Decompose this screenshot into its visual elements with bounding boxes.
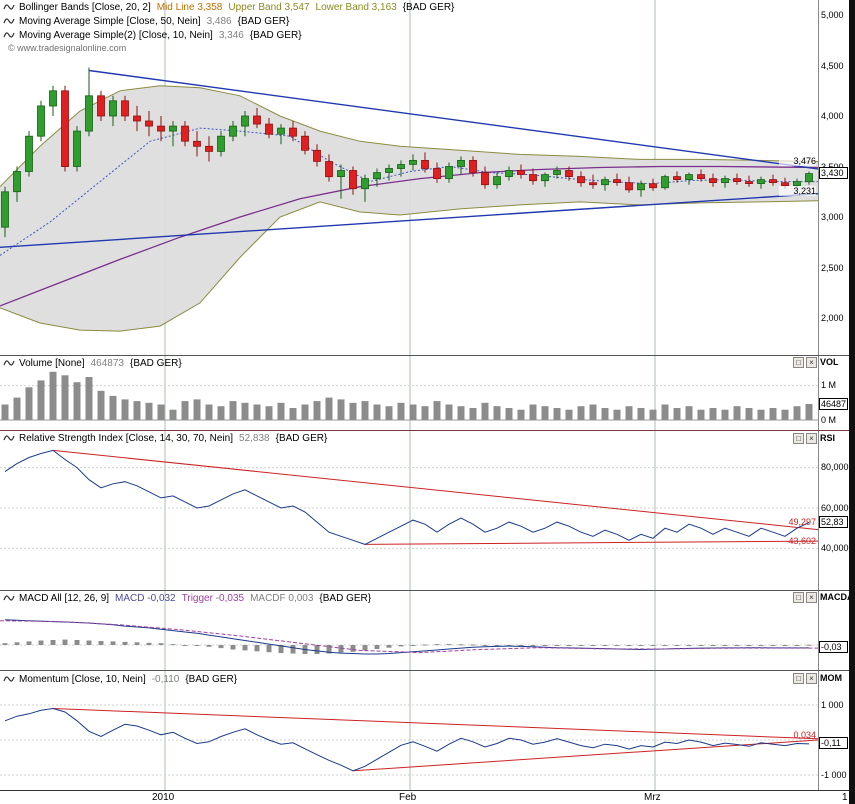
price-axis-tick: 2,500 (821, 263, 844, 273)
volume-axis-name: VOL (820, 357, 839, 367)
momentum-panel[interactable] (0, 671, 818, 789)
ma10-header: Moving Average Simple(2) [Close, 10, Nei… (3, 29, 308, 42)
symbol-tag: {BAD GER} (129, 358, 182, 369)
panel-close-button[interactable]: × (806, 357, 817, 368)
main-chart-panel[interactable] (0, 0, 818, 355)
macd-value: MACD -0,032 (115, 593, 176, 604)
ma50-value: 3,486 (206, 16, 232, 27)
momentum-axis-tick: -1 000 (821, 770, 847, 780)
momentum-value: -0,110 (151, 674, 180, 685)
panel-divider[interactable] (0, 355, 855, 356)
macd-marker: -0,03 (819, 641, 848, 653)
indicator-wave-icon (3, 31, 15, 40)
panel-restore-button[interactable]: □ (793, 592, 804, 603)
upper-trendline-label: 3,476 (779, 156, 816, 166)
panel-divider[interactable] (0, 430, 855, 431)
rsi-header: Relative Strength Index [Close, 14, 30, … (3, 432, 333, 445)
rsi-axis-tick: 60,000 (821, 503, 849, 513)
panel-close-button[interactable]: × (806, 592, 817, 603)
rsi-panel-controls: □ × (793, 433, 817, 444)
indicator-wave-icon (3, 359, 15, 368)
indicator-name: Bollinger Bands [Close, 20, 2] (19, 2, 151, 13)
macd-header: MACD All [12, 26, 9] MACD -0,032 Trigger… (3, 592, 377, 605)
rsi-axis-tick: 40,000 (821, 543, 849, 553)
macd-trigger-value: Trigger -0,035 (181, 593, 245, 604)
chart-canvas[interactable] (0, 0, 818, 790)
momentum-axis-name: MOM (820, 673, 842, 683)
symbol-tag: {BAD GER} (402, 2, 455, 13)
symbol-tag: {BAD GER} (319, 593, 372, 604)
rsi-trendline-label-lower: 43,602 (788, 536, 816, 546)
symbol-tag: {BAD GER} (237, 16, 290, 27)
rsi-value: 52,838 (239, 433, 270, 444)
momentum-header: Momentum [Close, 10, Nein] -0,110 {BAD G… (3, 673, 243, 686)
bollinger-lowerband-value: Lower Band 3,163 (315, 2, 397, 13)
macd-panel-controls: □ × (793, 592, 817, 603)
indicator-wave-icon (3, 594, 15, 603)
indicator-name: Volume [None] (19, 358, 85, 369)
ma10-value: 3,346 (218, 30, 244, 41)
value-axis-column[interactable] (818, 0, 849, 790)
time-axis[interactable]: 2010 Feb Mrz 1 (0, 790, 849, 804)
indicator-name: MACD All [12, 26, 9] (19, 593, 110, 604)
macdf-value: MACDF 0,003 (250, 593, 314, 604)
indicator-wave-icon (3, 3, 15, 12)
rsi-panel[interactable] (0, 431, 818, 590)
panel-restore-button[interactable]: □ (793, 357, 804, 368)
price-axis-tick: 2,000 (821, 313, 844, 323)
vertical-scrollbar[interactable] (849, 0, 855, 804)
rsi-axis-name: RSI (820, 433, 836, 443)
indicator-name: Relative Strength Index [Close, 14, 30, … (19, 433, 234, 444)
time-axis-label: Feb (399, 792, 417, 803)
indicator-name: Moving Average Simple(2) [Close, 10, Nei… (19, 30, 213, 41)
momentum-trendline-label: 0,034 (793, 730, 816, 740)
bollinger-upperband-value: Upper Band 3,547 (228, 2, 310, 13)
price-axis-tick: 3,000 (821, 212, 844, 222)
ma50-header: Moving Average Simple [Close, 50, Nein] … (3, 15, 295, 28)
last-price-marker: 3,430 (819, 167, 848, 179)
time-axis-label: 2010 (152, 792, 175, 803)
panel-restore-button[interactable]: □ (793, 673, 804, 684)
time-axis-label: 1 (842, 792, 848, 803)
price-axis-tick: 4,000 (821, 111, 844, 121)
momentum-panel-controls: □ × (793, 673, 817, 684)
indicator-wave-icon (3, 675, 15, 684)
volume-marker: 46487 (819, 398, 848, 410)
copyright-notice: © www.tradesignalonline.com (8, 43, 127, 53)
indicator-name: Momentum [Close, 10, Nein] (19, 674, 146, 685)
bollinger-midline-value: Mid Line 3,358 (156, 2, 223, 13)
macd-axis-name: MACDA (820, 592, 854, 602)
price-axis-tick: 4,500 (821, 61, 844, 71)
volume-header: Volume [None] 464873 {BAD GER} (3, 357, 188, 370)
lower-trendline-label: 3,231 (779, 186, 816, 196)
rsi-marker: 52,83 (819, 516, 848, 528)
indicator-wave-icon (3, 17, 15, 26)
volume-axis-tick: 1 M (821, 380, 837, 390)
bollinger-header: Bollinger Bands [Close, 20, 2] Mid Line … (3, 1, 460, 14)
symbol-tag: {BAD GER} (185, 674, 238, 685)
rsi-axis-tick: 80,000 (821, 462, 849, 472)
rsi-trendline-label-upper: 49,297 (788, 517, 816, 527)
panel-restore-button[interactable]: □ (793, 433, 804, 444)
panel-divider[interactable] (0, 590, 855, 591)
momentum-marker: -0,11 (819, 737, 848, 749)
momentum-axis-tick: 1 000 (821, 700, 844, 710)
indicator-wave-icon (3, 434, 15, 443)
panel-close-button[interactable]: × (806, 433, 817, 444)
indicator-name: Moving Average Simple [Close, 50, Nein] (19, 16, 201, 27)
volume-value: 464873 (90, 358, 124, 369)
volume-panel-controls: □ × (793, 357, 817, 368)
panel-divider[interactable] (0, 670, 855, 671)
time-axis-label: Mrz (644, 792, 661, 803)
symbol-tag: {BAD GER} (249, 30, 302, 41)
panel-close-button[interactable]: × (806, 673, 817, 684)
price-axis-tick: 5,000 (821, 10, 844, 20)
symbol-tag: {BAD GER} (275, 433, 328, 444)
volume-axis-tick: 0 M (821, 415, 837, 425)
